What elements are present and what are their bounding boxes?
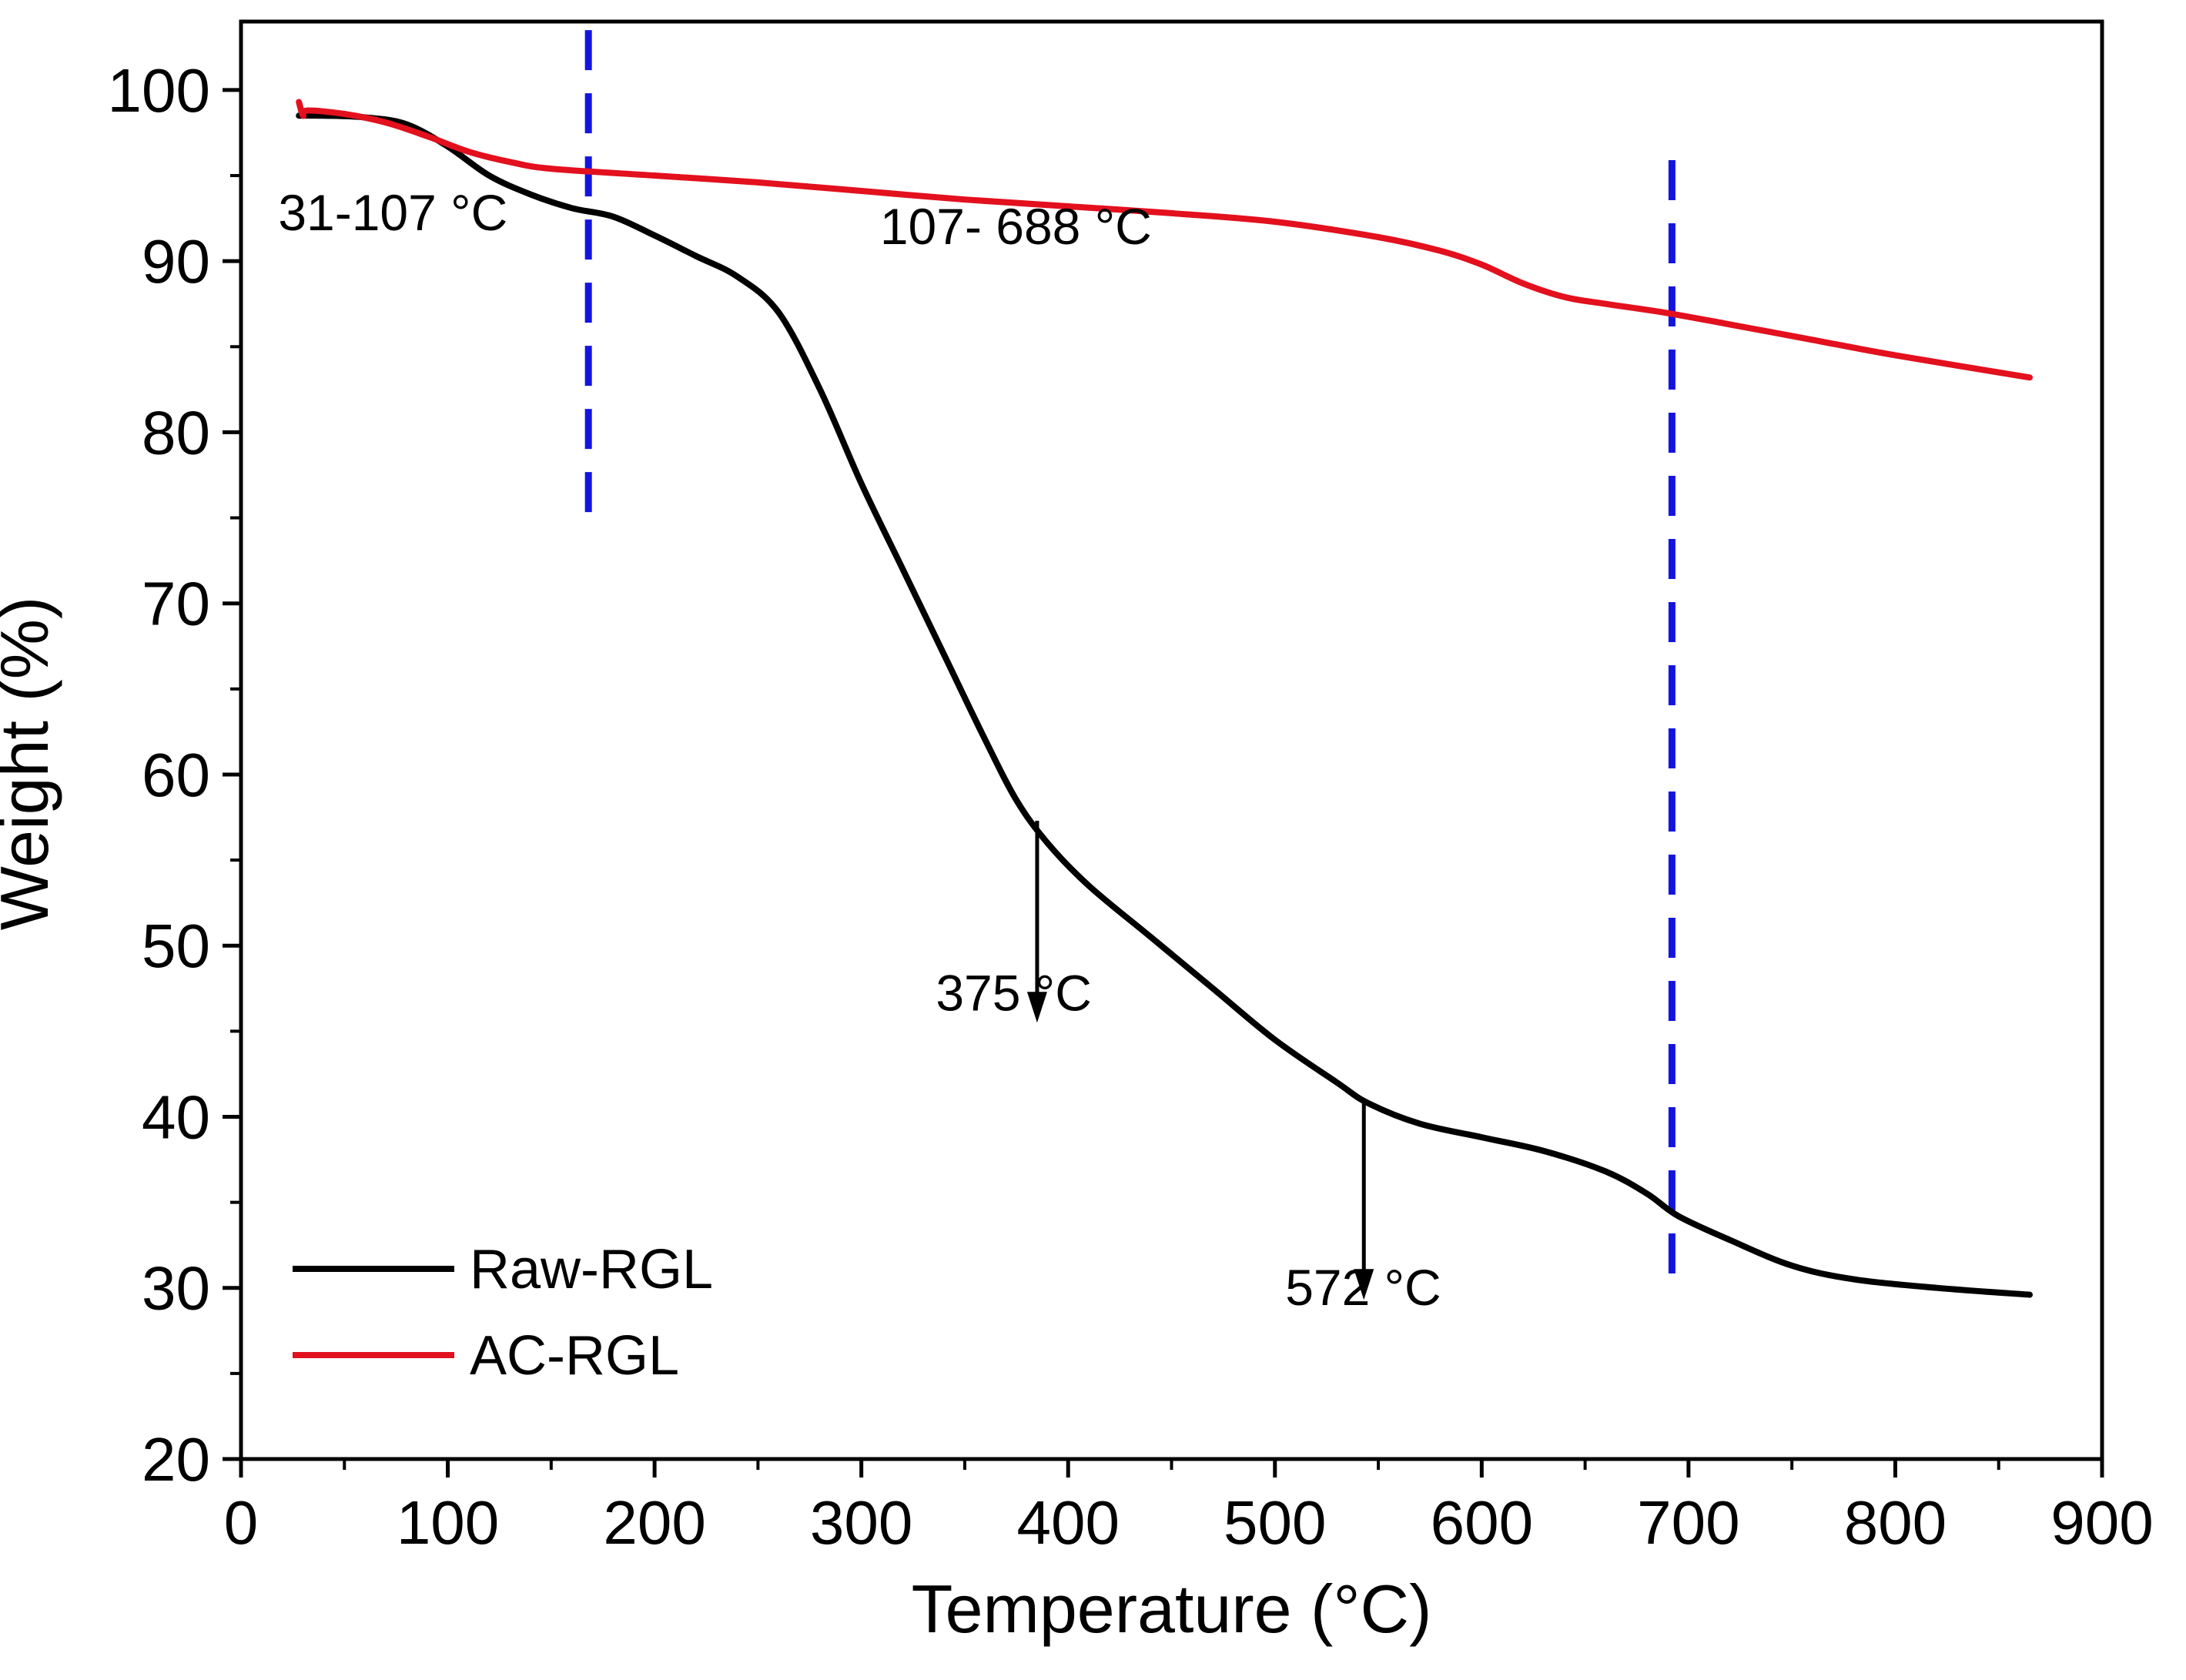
x-tick-label: 100 <box>397 1488 499 1557</box>
x-tick-label: 400 <box>1016 1488 1119 1557</box>
annotation-label: 375 °C <box>936 965 1092 1022</box>
x-tick-label: 800 <box>1844 1488 1947 1557</box>
annotation-label: 572 °C <box>1285 1259 1441 1316</box>
x-axis-title: Temperature (°C) <box>912 1571 1432 1647</box>
y-tick-label: 60 <box>142 741 210 809</box>
x-tick-label: 700 <box>1637 1488 1739 1557</box>
y-tick-label: 40 <box>142 1083 210 1151</box>
arrow-head <box>1354 1269 1374 1300</box>
x-tick-label: 500 <box>1224 1488 1326 1557</box>
x-tick-label: 600 <box>1431 1488 1533 1557</box>
y-tick-label: 80 <box>142 398 210 467</box>
y-axis-title: Weight (%) <box>0 597 62 931</box>
arrow-head <box>1026 992 1047 1023</box>
y-tick-label: 90 <box>142 227 210 296</box>
annotation-label: 31-107 °C <box>278 184 507 241</box>
series-line-ac-rgl <box>296 99 2033 381</box>
series-layer <box>296 99 2033 1298</box>
y-tick-label: 50 <box>142 912 210 980</box>
y-tick-label: 70 <box>142 570 210 638</box>
y-tick-label: 30 <box>142 1254 210 1323</box>
annotation-label: 107- 688 °C <box>880 198 1152 255</box>
x-tick-label: 900 <box>2050 1488 2153 1557</box>
x-tick-label: 0 <box>224 1488 259 1557</box>
arrows <box>1026 820 1374 1300</box>
x-tick-label: 300 <box>810 1488 912 1557</box>
y-tick-label: 100 <box>108 56 210 125</box>
series-line-raw-rgl <box>296 112 2033 1298</box>
annotations: 31-107 °C 107- 688 °C 375 °C 572 °C <box>278 184 1441 1316</box>
x-tick-label: 200 <box>603 1488 705 1557</box>
legend-label-ac-rgl: AC-RGL <box>470 1325 679 1387</box>
legend-label-raw-rgl: Raw-RGL <box>470 1239 713 1300</box>
legend: Raw-RGL AC-RGL <box>293 1239 713 1387</box>
reference-lines <box>584 30 1675 1297</box>
y-tick-label: 20 <box>142 1425 210 1494</box>
axes: 0 100 200 300 400 500 600 700 800 900 20 30 40 50 60 70… <box>108 56 2154 1557</box>
